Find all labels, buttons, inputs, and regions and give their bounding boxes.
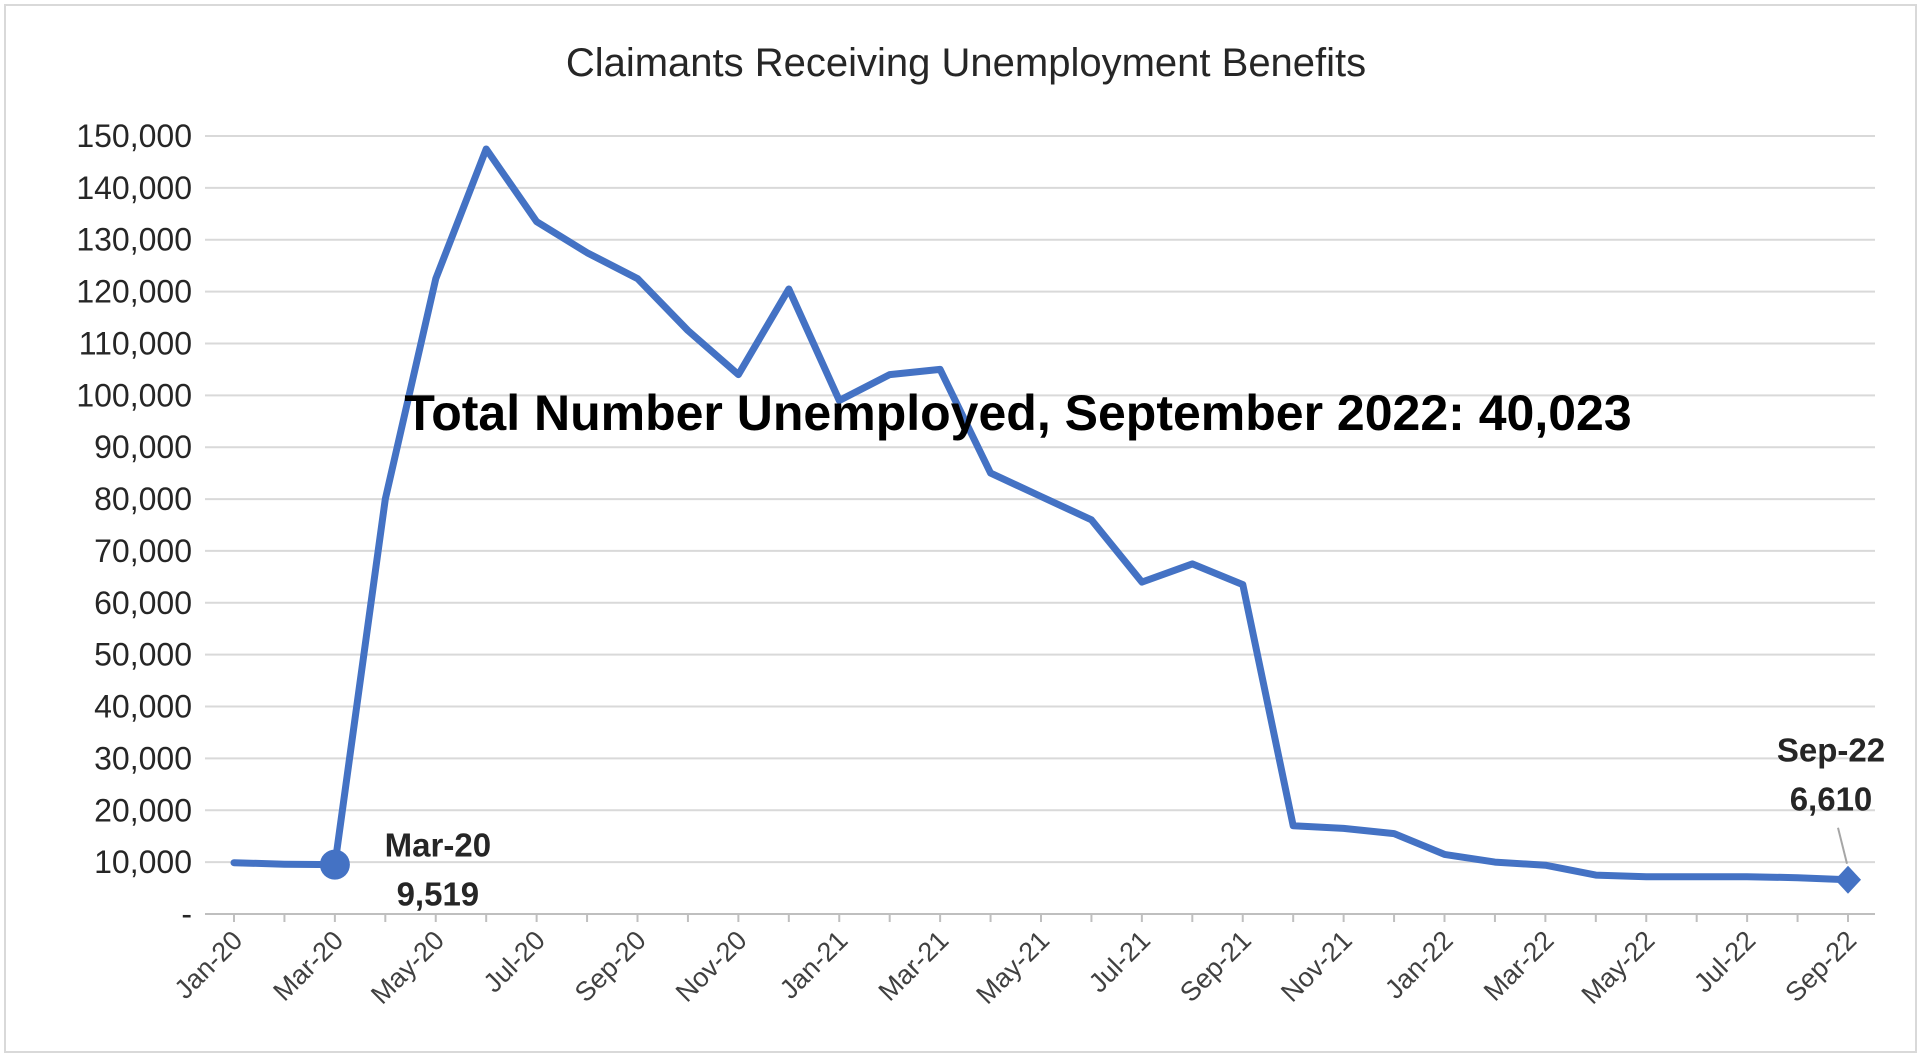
data-point <box>1391 831 1397 837</box>
y-tick-label: 100,000 <box>76 377 192 413</box>
data-point <box>1290 823 1296 829</box>
data-point <box>483 146 489 152</box>
chart-title: Claimants Receiving Unemployment Benefit… <box>566 41 1366 85</box>
data-point <box>635 276 641 282</box>
data-point <box>735 372 741 378</box>
y-tick-label: 140,000 <box>76 170 192 206</box>
y-tick-label: 30,000 <box>94 740 192 776</box>
y-tick-label: 150,000 <box>76 118 192 154</box>
data-point <box>1542 862 1548 868</box>
gridlines <box>205 135 1875 864</box>
data-point <box>584 250 590 256</box>
data-label-mar-20-name: Mar-20 <box>385 827 491 864</box>
label-layer: Mar-20 9,519 Sep-22 6,610 <box>385 732 1885 913</box>
data-point <box>887 372 893 378</box>
data-point <box>1492 859 1498 865</box>
data-point <box>433 276 439 282</box>
y-tick-label: 80,000 <box>94 481 192 517</box>
data-point <box>1038 493 1044 499</box>
data-point <box>1643 874 1649 880</box>
data-label-sep-22-name: Sep-22 <box>1777 732 1885 769</box>
y-tick-label: 90,000 <box>94 429 192 465</box>
data-point <box>382 496 388 502</box>
data-point <box>937 366 943 372</box>
total-unemployed-annotation: Total Number Unemployed, September 2022:… <box>404 385 1631 441</box>
data-point <box>1240 582 1246 588</box>
y-tick-label: 10,000 <box>94 844 192 880</box>
y-tick-label: 50,000 <box>94 637 192 673</box>
y-tick-label: 130,000 <box>76 222 192 258</box>
data-point <box>1442 851 1448 857</box>
series-line <box>230 145 1852 884</box>
chart-border <box>4 4 1917 1053</box>
data-point <box>988 470 994 476</box>
series-layer <box>230 145 1861 894</box>
y-tick-label: 60,000 <box>94 585 192 621</box>
y-tick-label: 20,000 <box>94 792 192 828</box>
data-point <box>1088 517 1094 523</box>
y-tick-label: 120,000 <box>76 274 192 310</box>
marker-mar-20 <box>319 849 350 880</box>
data-point <box>685 328 691 334</box>
y-tick-label: 70,000 <box>94 533 192 569</box>
data-point <box>1593 872 1599 878</box>
data-point <box>231 860 237 866</box>
data-point <box>1189 561 1195 567</box>
data-point <box>1694 874 1700 880</box>
y-tick-label: - <box>181 896 192 932</box>
data-point <box>786 286 792 292</box>
data-point <box>1341 825 1347 831</box>
data-point <box>1744 874 1750 880</box>
data-label-sep-22-value: 6,610 <box>1790 781 1873 818</box>
leader-line-sep-22 <box>1837 827 1848 864</box>
y-tick-label: 110,000 <box>79 325 192 361</box>
data-point <box>281 861 287 867</box>
data-point <box>1795 875 1801 881</box>
marker-sep-22 <box>1835 865 1861 894</box>
y-tick-label: 40,000 <box>94 689 192 725</box>
data-label-mar-20-value: 9,519 <box>397 876 480 913</box>
data-point <box>534 219 540 225</box>
data-point <box>1139 579 1145 585</box>
